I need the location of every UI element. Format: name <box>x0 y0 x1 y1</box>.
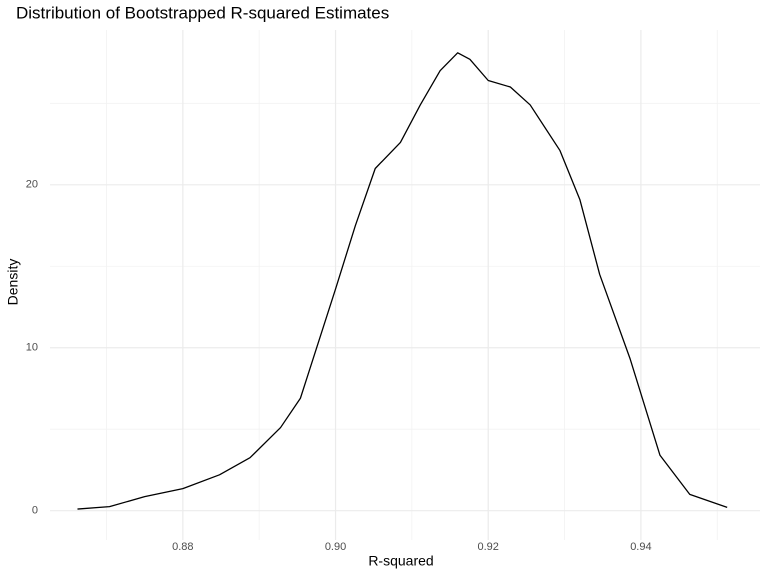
x-tick-label: 0.92 <box>478 541 499 553</box>
chart-title: Distribution of Bootstrapped R-squared E… <box>16 3 389 22</box>
y-tick-label: 20 <box>26 179 38 191</box>
grid <box>50 30 760 540</box>
x-tick-label: 0.88 <box>172 541 193 553</box>
y-tick-label: 10 <box>26 342 38 354</box>
y-tick-label: 0 <box>32 505 38 517</box>
x-tick-label: 0.90 <box>325 541 346 553</box>
x-tick-label: 0.94 <box>630 541 651 553</box>
plot-area <box>77 52 728 510</box>
y-axis-title: Density <box>5 259 21 306</box>
density-line <box>77 52 728 510</box>
x-axis-title: R-squared <box>368 553 433 569</box>
